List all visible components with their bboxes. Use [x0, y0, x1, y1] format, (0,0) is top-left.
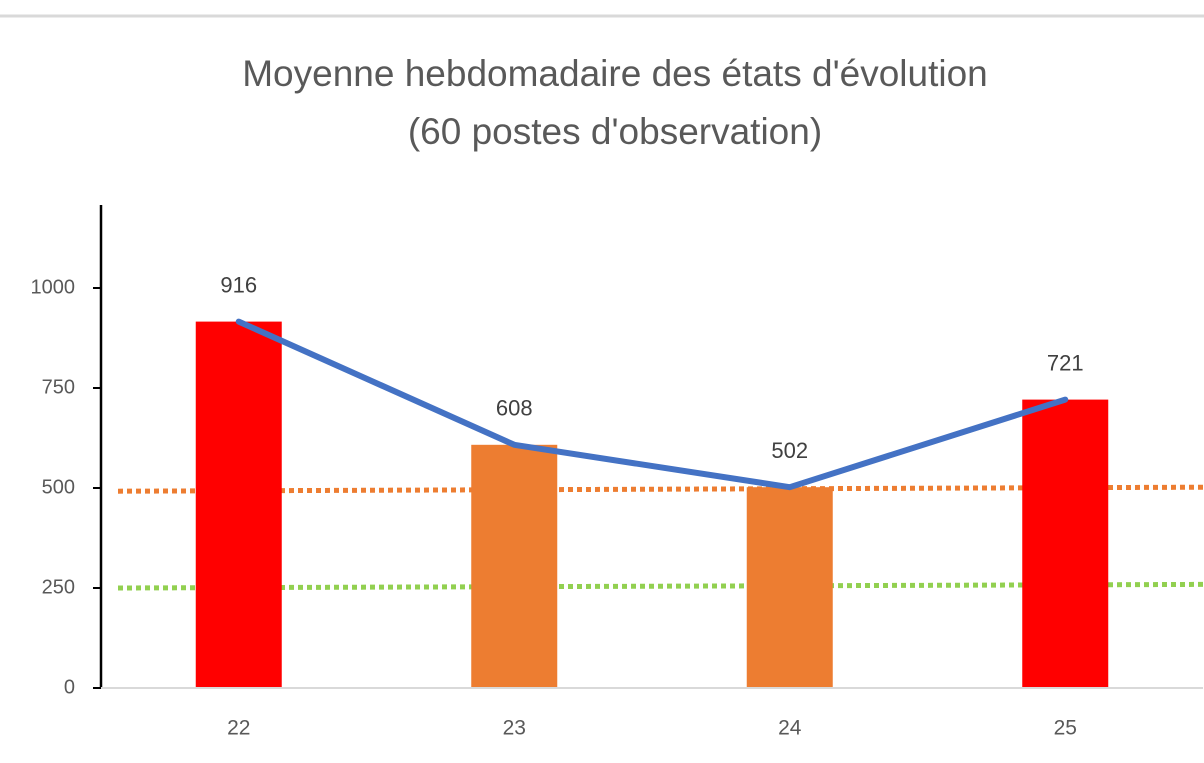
threshold-line: [117, 581, 1204, 591]
data-label: 502: [771, 438, 808, 463]
chart-subtitle: (60 postes d'observation): [408, 111, 822, 152]
y-tick-label: 0: [64, 676, 75, 698]
bar: [1022, 399, 1109, 688]
bar: [746, 487, 833, 688]
y-tick-label: 1000: [31, 276, 76, 298]
y-tick-label: 500: [42, 476, 75, 498]
x-tick-label: 25: [1054, 717, 1077, 740]
chart-title: Moyenne hebdomadaire des états d'évoluti…: [242, 53, 988, 94]
x-tick-label: 22: [227, 717, 250, 740]
data-label: 721: [1047, 350, 1084, 375]
threshold-line: [117, 484, 1204, 494]
y-tick-label: 750: [42, 376, 75, 398]
bar: [471, 444, 558, 688]
x-tick-label: 23: [503, 717, 526, 740]
y-tick-label: 250: [42, 576, 75, 598]
data-label: 608: [496, 396, 533, 421]
data-label: 916: [220, 272, 257, 297]
bar: [195, 321, 282, 688]
line-series: [235, 318, 1069, 491]
x-tick-label: 24: [778, 717, 802, 740]
